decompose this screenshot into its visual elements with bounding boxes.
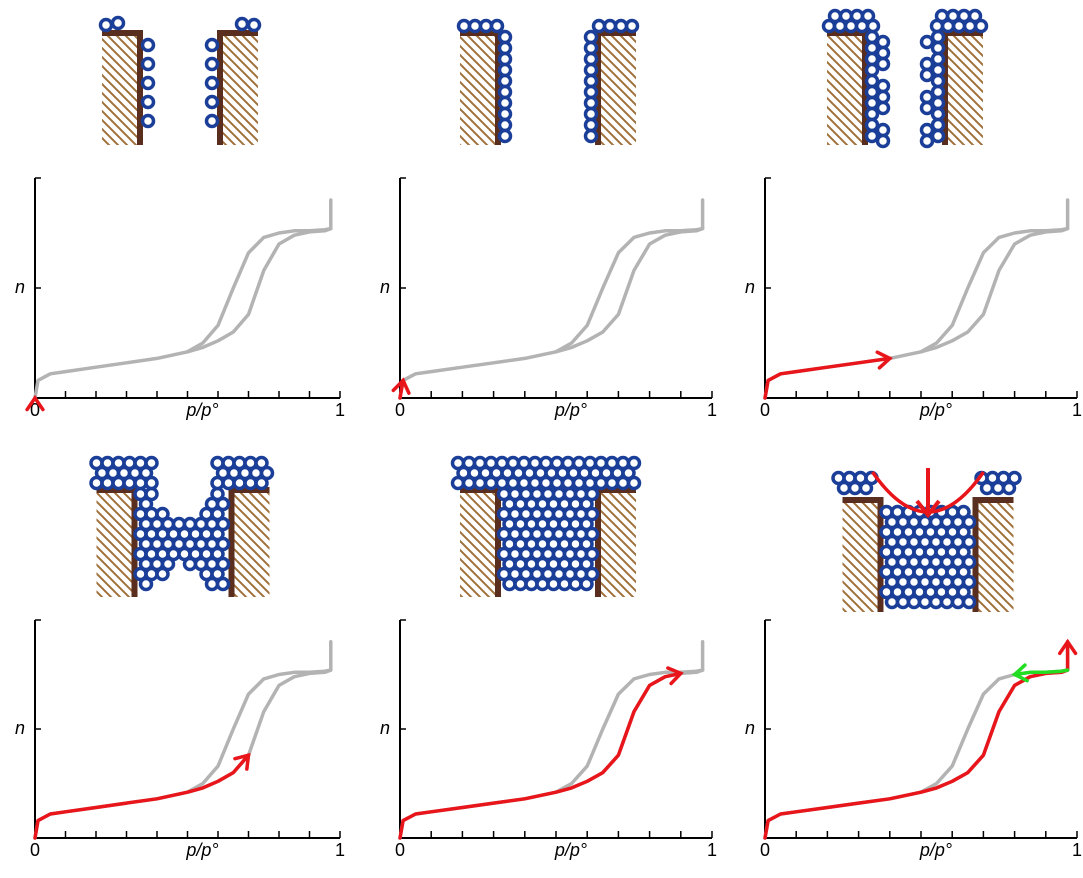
x-axis-label: p/p°: [554, 400, 587, 420]
series-line: [556, 670, 703, 792]
molecule: [863, 11, 874, 22]
molecule: [594, 21, 605, 32]
molecule: [922, 136, 933, 147]
molecule: [581, 579, 592, 590]
molecule: [922, 37, 933, 48]
y-axis-label: n: [15, 277, 25, 297]
series-line: [35, 200, 331, 398]
pore-wall: [232, 490, 270, 597]
pore-illustration: [453, 458, 640, 598]
molecule: [256, 478, 267, 489]
y-axis-label: n: [380, 718, 390, 738]
molecule: [143, 116, 154, 127]
x-tick-label: 1: [1072, 400, 1082, 420]
molecule: [207, 40, 218, 51]
pore-wall: [598, 490, 636, 597]
x-axis-label: p/p°: [919, 840, 952, 860]
pore-illustration: [91, 458, 273, 598]
x-tick-label: 0: [30, 840, 40, 860]
pore-wall: [976, 500, 1014, 612]
series-line: [188, 229, 331, 352]
y-axis-label: n: [745, 718, 755, 738]
pore-wall: [598, 33, 636, 145]
figure: 01p/p°n01p/p°n01p/p°n01p/p°n01p/p°n01p/p…: [0, 0, 1083, 873]
page: {"chart_data": [ {"type": "line", "xlabe…: [0, 0, 1083, 878]
x-tick-label: 1: [335, 400, 345, 420]
molecule: [922, 103, 933, 114]
pore-wall: [460, 490, 498, 597]
x-tick-label: 1: [707, 840, 717, 860]
pore-wall: [220, 33, 258, 145]
y-axis-label: n: [380, 277, 390, 297]
x-tick-label: 0: [760, 840, 770, 860]
pore-illustration: [833, 468, 1020, 612]
molecule: [249, 20, 260, 31]
molecule: [878, 136, 889, 147]
pore-wall: [460, 33, 498, 145]
y-axis-label: n: [745, 277, 755, 297]
series-line: [765, 642, 1068, 838]
x-tick-label: 0: [760, 400, 770, 420]
molecule: [207, 116, 218, 127]
pore-illustration: [824, 11, 987, 147]
x-axis-label: p/p°: [919, 400, 952, 420]
series-line: [556, 229, 703, 352]
molecule: [101, 20, 112, 31]
series-line: [400, 200, 703, 398]
molecule: [218, 579, 229, 590]
x-tick-label: 1: [335, 840, 345, 860]
molecule: [207, 78, 218, 89]
x-axis-label: p/p°: [554, 840, 587, 860]
molecule: [237, 19, 248, 30]
x-tick-label: 1: [707, 400, 717, 420]
molecule: [964, 597, 975, 608]
molecule: [500, 131, 511, 142]
x-tick-label: 0: [395, 400, 405, 420]
molecule: [143, 78, 154, 89]
molecule: [878, 59, 889, 70]
molecule: [143, 97, 154, 108]
pore-illustration: [459, 21, 638, 146]
molecule: [113, 18, 124, 29]
pore-wall: [827, 33, 865, 145]
x-axis-label: p/p°: [185, 400, 218, 420]
pore-wall: [97, 490, 135, 597]
molecule: [922, 70, 933, 81]
molecule: [143, 40, 154, 51]
x-tick-label: 0: [395, 840, 405, 860]
molecule: [586, 131, 597, 142]
molecule: [157, 569, 168, 580]
series-line: [921, 670, 1068, 792]
molecule: [207, 59, 218, 70]
molecule: [861, 483, 872, 494]
series-line: [188, 670, 331, 792]
pore-wall: [843, 500, 881, 612]
pore-illustration: [101, 18, 260, 146]
molecule: [141, 579, 152, 590]
y-axis-label: n: [15, 718, 25, 738]
molecule: [1004, 483, 1015, 494]
pore-wall: [102, 33, 140, 145]
molecule: [492, 21, 503, 32]
molecule: [937, 11, 948, 22]
molecule: [143, 59, 154, 70]
molecule: [878, 103, 889, 114]
series-line: [921, 229, 1068, 352]
molecule: [146, 478, 157, 489]
pore-wall: [945, 33, 983, 145]
x-axis-label: p/p°: [185, 840, 218, 860]
series-line: [400, 673, 681, 838]
molecule: [629, 478, 640, 489]
molecule: [207, 97, 218, 108]
x-tick-label: 1: [1072, 840, 1082, 860]
